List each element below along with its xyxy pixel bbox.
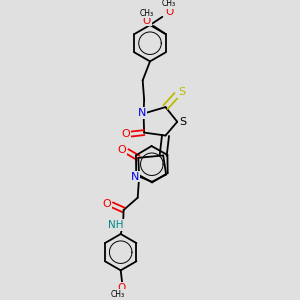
Text: O: O <box>121 129 130 139</box>
Text: O: O <box>103 199 111 208</box>
Text: CH₃: CH₃ <box>111 290 125 299</box>
Text: NH: NH <box>108 220 124 230</box>
Text: O: O <box>117 283 126 293</box>
Text: S: S <box>178 88 185 98</box>
Text: O: O <box>165 7 173 16</box>
Text: O: O <box>118 145 126 155</box>
Text: CH₃: CH₃ <box>162 0 176 8</box>
Text: CH₃: CH₃ <box>140 8 154 17</box>
Text: S: S <box>179 117 186 127</box>
Text: N: N <box>138 108 146 118</box>
Text: N: N <box>131 172 139 182</box>
Text: O: O <box>142 16 151 26</box>
